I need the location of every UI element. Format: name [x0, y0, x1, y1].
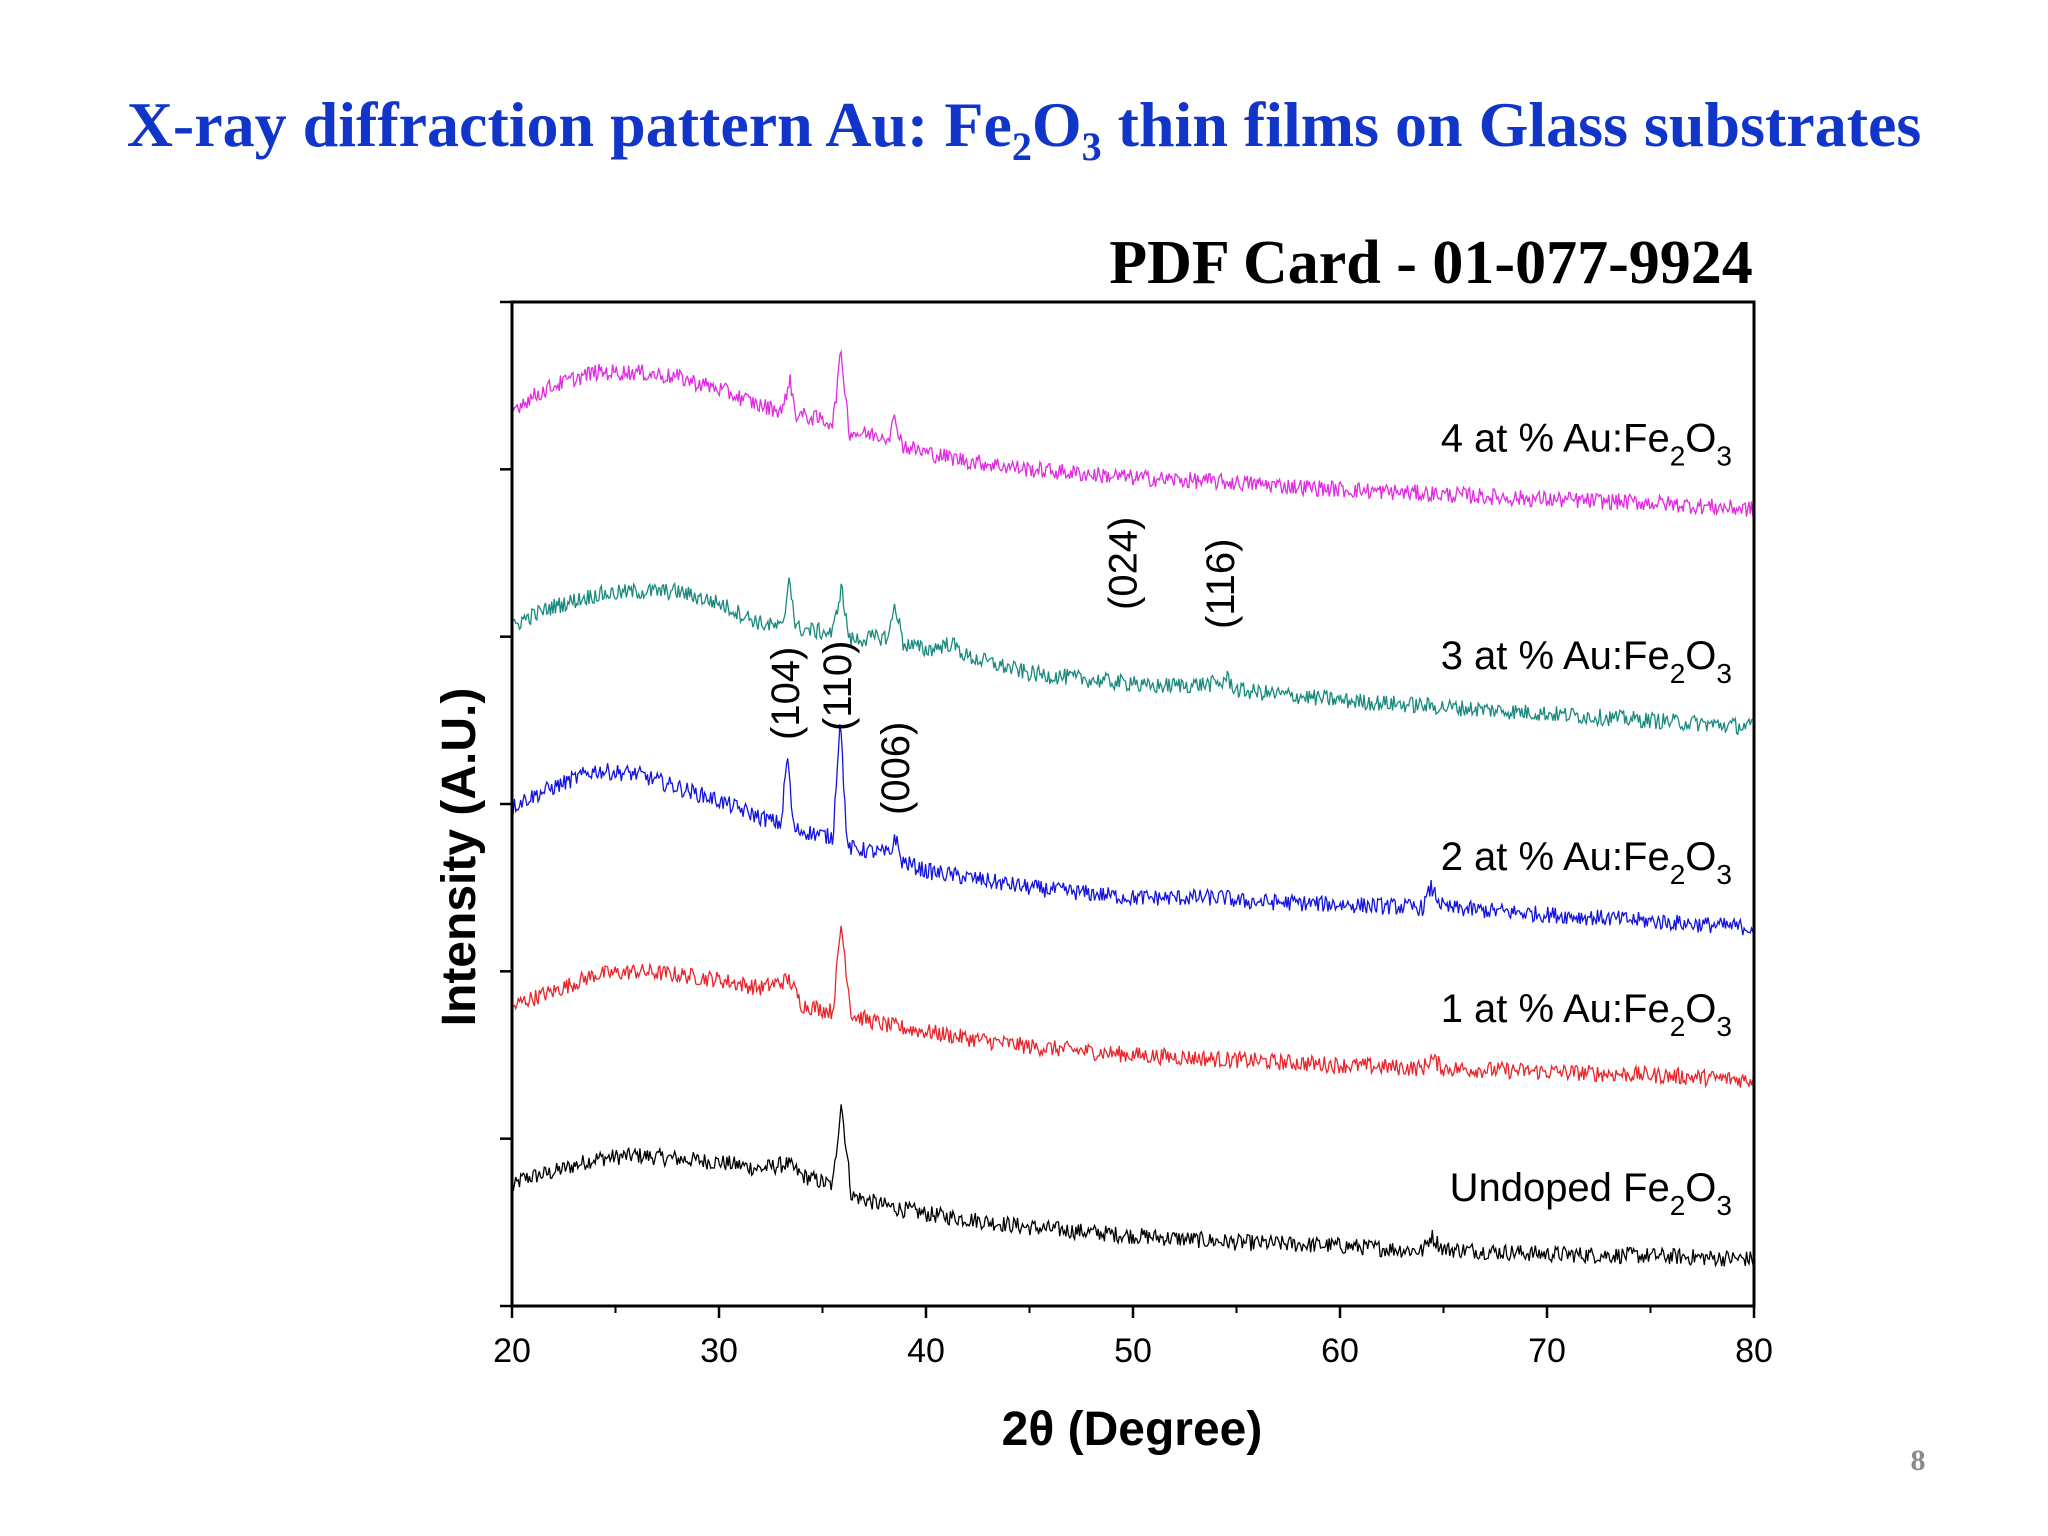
- title-subscript-1: 2: [1011, 124, 1032, 169]
- x-axis-title: 2θ (Degree): [1002, 1403, 1263, 1456]
- x-tick-label-4: 60: [1321, 1332, 1359, 1370]
- peak-label-4: (116): [1199, 539, 1243, 629]
- series-label-0: Undoped Fe2O3: [1450, 1166, 1732, 1221]
- x-tick-label-5: 70: [1528, 1332, 1566, 1370]
- series-label-1: 1 at % Au:Fe2O3: [1441, 987, 1732, 1042]
- series-line-0: [511, 1104, 1755, 1268]
- slide-title: X-ray diffraction pattern Au: Fe2O3 thin…: [0, 88, 2048, 167]
- title-part-2: O: [1031, 89, 1082, 160]
- series-line-1: [511, 925, 1755, 1089]
- x-tick-label-0: 20: [493, 1332, 531, 1370]
- series-line-4: [511, 349, 1755, 517]
- x-tick-label-3: 50: [1114, 1332, 1152, 1370]
- series-line-2: [511, 724, 1755, 936]
- chart-subtitle: PDF Card - 01-077-9924: [1109, 229, 1752, 297]
- axes-layer: 20 30 40 50 60 70 80: [493, 300, 1773, 1370]
- series-label-3: 3 at % Au:Fe2O3: [1441, 634, 1732, 689]
- x-tick-label-1: 30: [700, 1332, 738, 1370]
- title-subscript-2: 3: [1081, 124, 1102, 169]
- plot-layer: Undoped Fe2O3 1 at % Au:Fe2O3 2 at % Au:Fe…: [511, 349, 1755, 1268]
- y-axis-title: Intensity (A.U.): [433, 688, 486, 1027]
- x-tick-label-2: 40: [907, 1332, 945, 1370]
- peak-label-3: (024): [1102, 517, 1146, 610]
- title-part-1: X-ray diffraction pattern Au: Fe: [126, 89, 1012, 160]
- peak-label-2: (006): [874, 722, 918, 815]
- title-part-3: thin films on Glass substrates: [1101, 89, 1922, 160]
- peak-label-1: (110): [816, 641, 860, 731]
- series-label-2: 2 at % Au:Fe2O3: [1441, 835, 1732, 890]
- peak-label-0: (104): [764, 647, 808, 740]
- series-line-3: [511, 577, 1755, 736]
- page-number: 8: [1910, 1444, 1926, 1477]
- x-tick-label-6: 80: [1735, 1332, 1773, 1370]
- series-label-4: 4 at % Au:Fe2O3: [1441, 416, 1732, 471]
